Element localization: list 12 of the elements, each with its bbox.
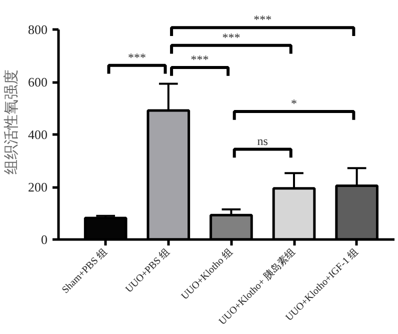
y-tick-label: 600 <box>28 74 48 90</box>
annotation: *** <box>222 30 240 44</box>
annotation: ns <box>257 134 268 148</box>
y-tick-label: 800 <box>28 22 48 38</box>
annotation: *** <box>190 52 209 66</box>
y-tick-label: 400 <box>28 127 48 142</box>
y-tick-label: 0 <box>41 232 48 247</box>
annotation: * <box>291 96 298 110</box>
y-tick-label: 200 <box>28 180 48 195</box>
text: *** <box>254 12 272 27</box>
y-axis-title: 组织活性氧强度 <box>3 70 20 174</box>
annotation: *** <box>128 50 146 64</box>
